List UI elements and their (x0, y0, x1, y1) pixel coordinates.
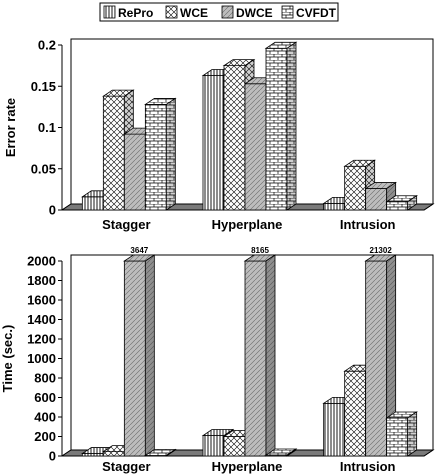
bar-cvfdt-stagger (144, 448, 177, 457)
bar-dwce-hyperplane (243, 254, 277, 457)
y-tick-label: 0 (49, 203, 56, 218)
x-tick-label-intrusion: Intrusion (340, 459, 396, 474)
bar-cvfdt-hyperplane (264, 41, 298, 211)
y-tick-label: 0 (49, 449, 56, 464)
y-axis-label: Time (sec.) (0, 325, 15, 393)
legend-item-repro: RePro (103, 5, 153, 20)
y-tick-label: 1600 (27, 293, 56, 308)
y-tick-label: 2000 (27, 254, 56, 269)
error-rate-chart: 0 0.05 0.1 0.15 0.2 Error rate Stagger Hyperpla… (3, 38, 435, 232)
x-tick-label-intrusion: Intrusion (340, 217, 396, 232)
bar-cvfdt-intrusion (385, 411, 418, 457)
legend-item-dwce: DWCE (221, 5, 273, 20)
y-tick-label: 1800 (27, 273, 56, 288)
bar-cvfdt-hyperplane (264, 448, 298, 457)
legend: RePro WCE DWCE CVFDT (99, 2, 339, 22)
y-tick-label: 200 (34, 429, 56, 444)
data-label-dwce-intrusion: 21302 (370, 246, 393, 255)
legend-label: RePro (118, 6, 153, 20)
legend-label: CVFDT (296, 6, 337, 20)
y-tick-label: 1400 (27, 312, 56, 327)
y-tick-label: 800 (34, 371, 56, 386)
bar-cvfdt-stagger (144, 97, 177, 211)
bar-dwce-stagger (123, 254, 156, 457)
legend-box (99, 2, 339, 22)
data-label-dwce-stagger: 3647 (130, 246, 148, 255)
legend-swatch (103, 5, 116, 19)
y-tick-label: 400 (34, 410, 56, 425)
y-tick-label: 0.2 (38, 38, 56, 53)
x-tick-label-stagger: Stagger (102, 217, 150, 232)
legend-label: DWCE (236, 6, 273, 20)
legend-swatch (165, 5, 178, 19)
y-tick-label: 600 (34, 390, 56, 405)
y-axis-label: Error rate (3, 98, 18, 157)
legend-swatch (281, 5, 294, 19)
legend-item-wce: WCE (165, 5, 208, 20)
data-label-dwce-hyperplane: 8165 (251, 246, 269, 255)
y-tick-label: 1000 (27, 351, 56, 366)
bar-dwce-intrusion (364, 181, 397, 211)
bar-cvfdt-intrusion (385, 195, 418, 211)
x-tick-label-hyperplane: Hyperplane (212, 459, 283, 474)
y-tick-label: 0.05 (31, 161, 56, 176)
legend-label: WCE (180, 6, 208, 20)
legend-swatch (221, 5, 234, 19)
y-tick-label: 0.15 (31, 79, 56, 94)
y-tick-label: 0.1 (38, 120, 56, 135)
time-chart: 0 200 400 600 800 1000 1200 1400 1600 1800 2000 Tim… (0, 246, 435, 474)
x-tick-label-stagger: Stagger (102, 459, 150, 474)
x-tick-label-hyperplane: Hyperplane (212, 217, 283, 232)
y-tick-label: 1200 (27, 332, 56, 347)
legend-item-cvfdt: CVFDT (281, 5, 337, 20)
